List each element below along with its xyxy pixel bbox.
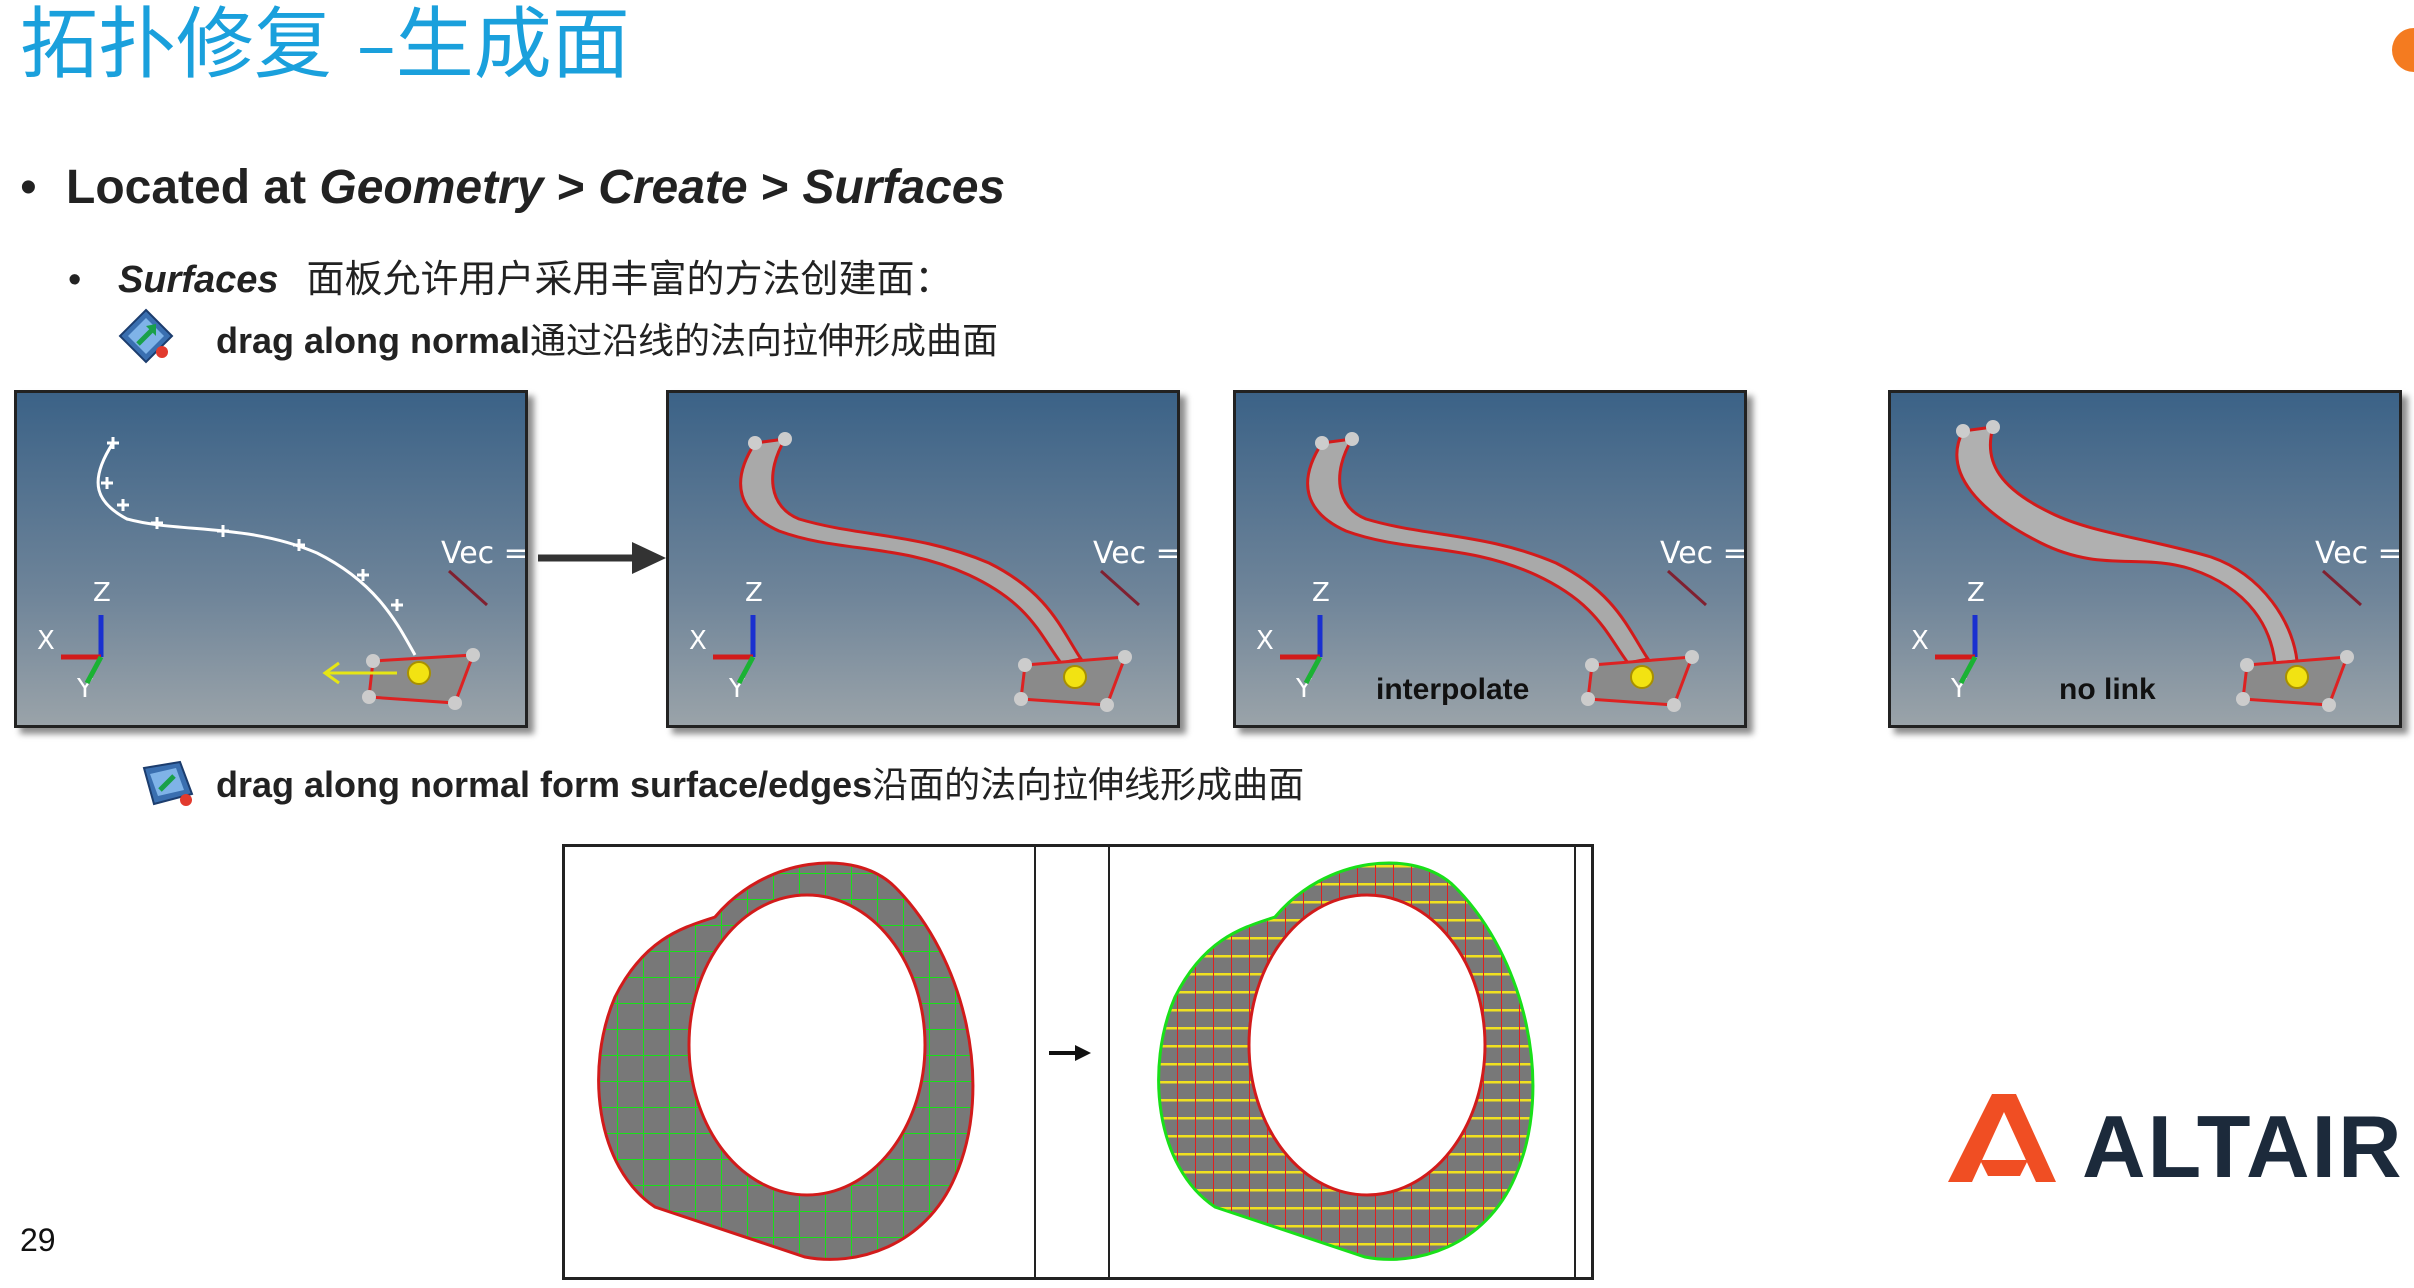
path-surfaces: Surfaces [802,161,1006,214]
arrow-right-icon [538,542,666,574]
surfaces-description: 面板允许用户采用丰富的方法创建面： [306,257,953,301]
x-axis-label: X [1911,626,1929,656]
item-drag-normal-surface-desc: 沿面的法向拉伸线形成曲面 [872,765,1305,806]
slide-title: 拓扑修复 –生成面 [20,0,630,90]
altair-logo-icon [1948,1094,2056,1182]
z-axis-label: Z [1312,578,1330,608]
page-number: 29 [20,1222,56,1258]
path-geometry: Geometry [319,161,544,214]
path-separator: > [543,161,599,214]
altair-logo-text: ALTAIR [2082,1097,2404,1196]
item-drag-normal-surface: drag along normal form surface/edges沿面的法… [216,756,1304,808]
item-drag-along-normal-desc: 通过沿线的法向拉伸形成曲面 [530,321,999,362]
bullet-marker: • [20,161,37,214]
surfaces-term: Surfaces [118,259,279,301]
x-axis-label: X [689,626,707,656]
z-axis-label: Z [1967,578,1985,608]
panel-interpolate: Vec = interpolate Z X Y [1233,390,1747,728]
panel-dragged-surface: Vec = Z X Y [666,390,1180,728]
z-axis-label: Z [745,578,763,608]
path-create: Create [598,161,748,214]
drag-surface-icon [140,754,196,810]
cylinder-comparison-figure [562,844,1594,1280]
item-drag-normal-surface-label: drag along normal form surface/edges [216,764,873,805]
location-prefix: Located at [66,161,320,214]
item-drag-along-normal: drag along normal通过沿线的法向拉伸形成曲面 [216,312,998,364]
panel-original-line: Vec = Z X Y [14,390,528,728]
vector-label: Vec = [1093,536,1177,571]
vector-label: Vec = [1660,536,1744,571]
x-axis-label: X [37,626,55,656]
panel-caption-interpolate: interpolate [1376,673,1529,706]
bullet-location: • Located at Geometry > Create > Surfaces [20,160,1005,215]
vector-label: Vec = [441,536,525,571]
z-axis-label: Z [93,578,111,608]
panel-no-link: Vec = no link Z X Y [1888,390,2402,728]
x-axis-label: X [1256,626,1274,656]
bullet-marker: • [68,259,82,301]
corner-badge [2392,28,2414,72]
vector-label: Vec = [2315,536,2399,571]
item-drag-along-normal-label: drag along normal [216,320,531,361]
bullet-surfaces-panel: • Surfaces 面板允许用户采用丰富的方法创建面： [68,248,953,303]
panel-caption-no-link: no link [2059,673,2156,706]
path-separator: > [747,161,803,214]
drag-normal-icon [118,308,174,364]
